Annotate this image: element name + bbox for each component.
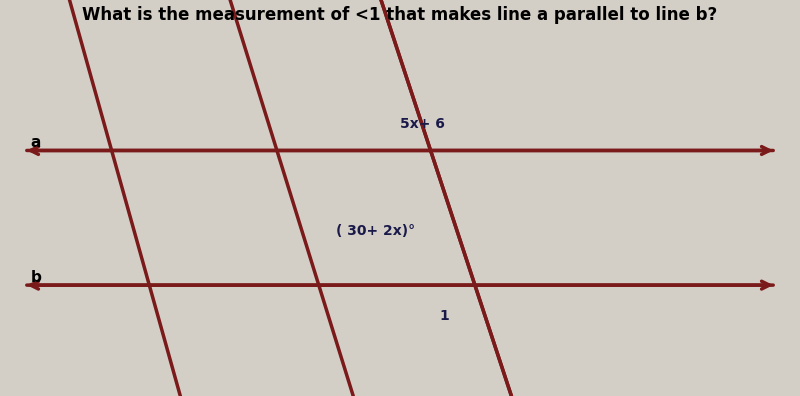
Text: b: b: [30, 270, 42, 285]
Text: What is the measurement of <1 that makes line a parallel to line b?: What is the measurement of <1 that makes…: [82, 6, 718, 24]
Text: 1: 1: [439, 309, 449, 323]
Text: a: a: [31, 135, 41, 150]
Text: 5x+ 6: 5x+ 6: [400, 117, 445, 131]
Text: ( 30+ 2x)°: ( 30+ 2x)°: [336, 224, 415, 238]
